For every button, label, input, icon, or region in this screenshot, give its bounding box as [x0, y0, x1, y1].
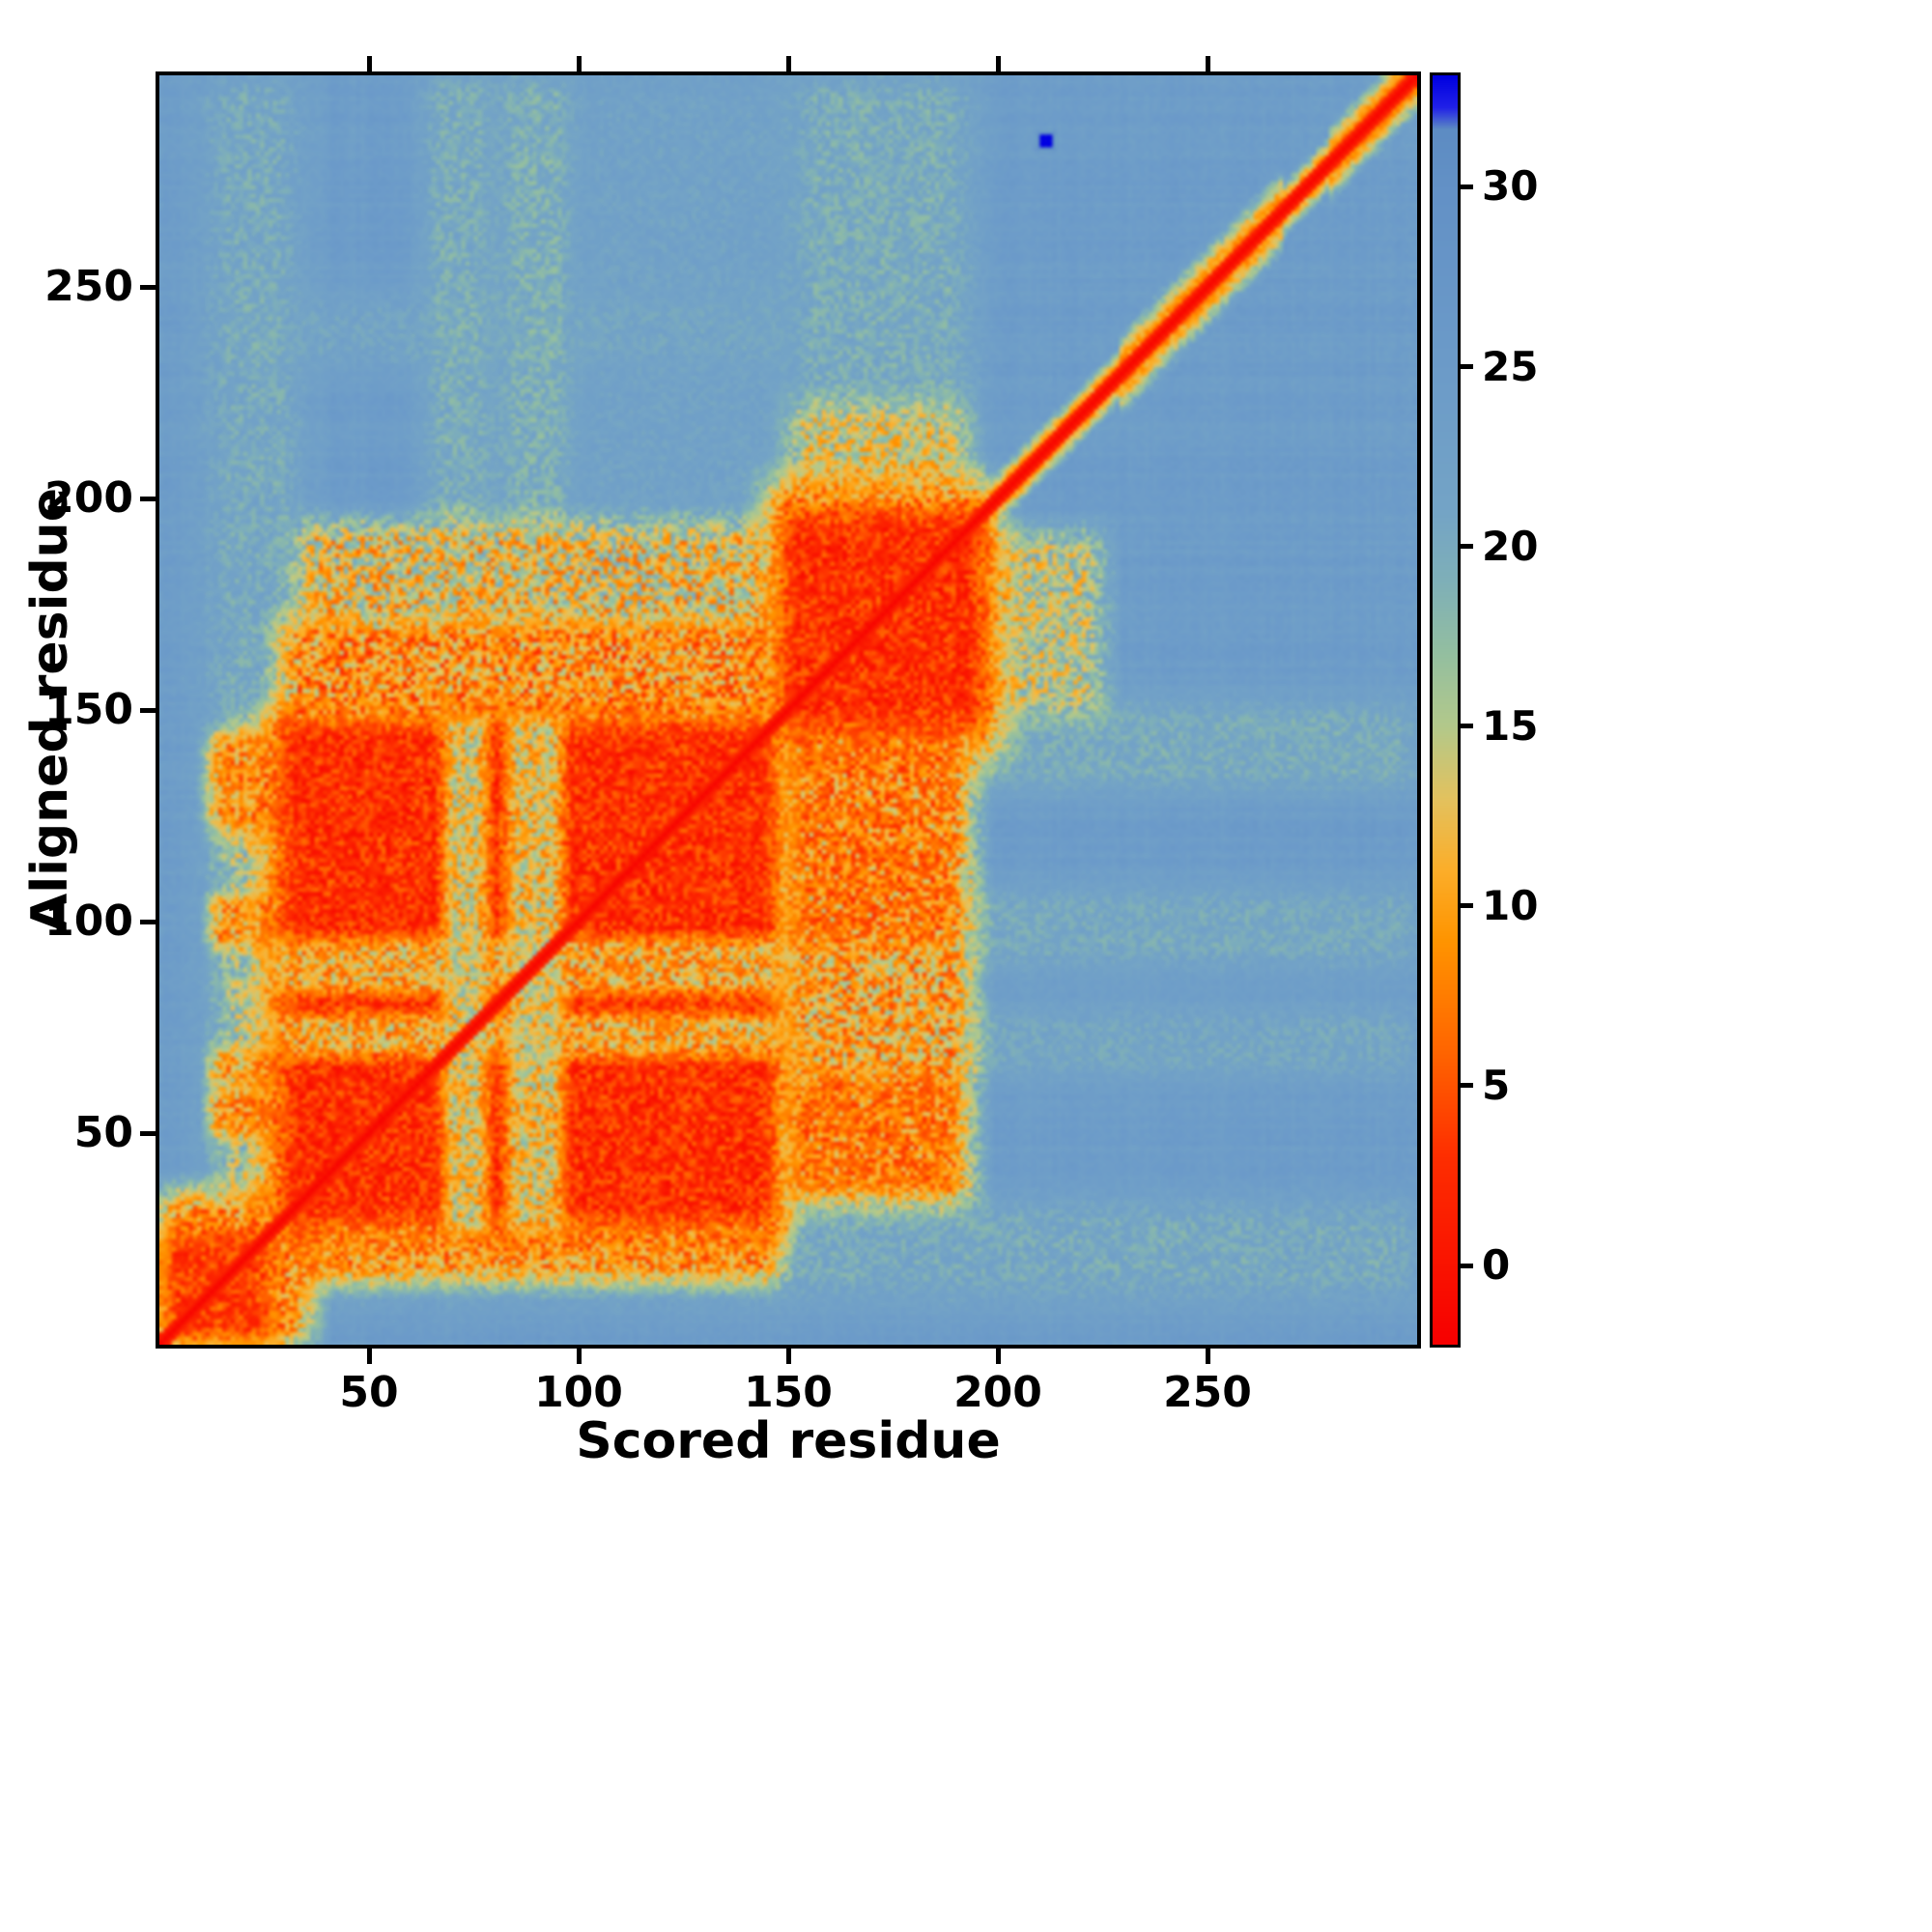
y-tick-mark — [140, 1130, 156, 1136]
colorbar-tick-mark — [1461, 903, 1473, 909]
colorbar-tick-label: 5 — [1482, 1061, 1511, 1109]
colorbar-tick-mark — [1461, 184, 1473, 189]
x-tick-mark — [995, 1349, 1001, 1364]
x-tick-label: 100 — [534, 1368, 623, 1417]
colorbar-tick-label: 25 — [1482, 342, 1539, 390]
plot-frame — [156, 71, 1421, 1349]
x-tick-mark — [1205, 1349, 1210, 1364]
colorbar-tick-label: 10 — [1482, 881, 1539, 929]
x-tick-label: 200 — [953, 1368, 1042, 1417]
y-tick-mark — [140, 496, 156, 501]
x-tick-mark — [366, 1349, 372, 1364]
x-tick-mark-top — [1205, 56, 1210, 71]
y-tick-mark — [140, 284, 156, 290]
x-axis-title: Scored residue — [576, 1412, 1001, 1470]
x-tick-mark-top — [995, 56, 1001, 71]
x-tick-mark-top — [576, 56, 582, 71]
colorbar-tick-mark — [1461, 1263, 1473, 1268]
colorbar-canvas — [1433, 75, 1458, 1345]
colorbar-tick-mark — [1461, 544, 1473, 550]
y-tick-label: 150 — [44, 685, 133, 734]
colorbar-tick-mark — [1461, 1083, 1473, 1089]
x-tick-mark-top — [785, 56, 791, 71]
colorbar-tick-label: 0 — [1482, 1241, 1511, 1290]
x-tick-mark — [785, 1349, 791, 1364]
x-tick-label: 150 — [744, 1368, 833, 1417]
x-tick-label: 50 — [339, 1368, 399, 1417]
y-axis-title: Aligned residue — [21, 488, 79, 932]
y-tick-label: 200 — [44, 473, 133, 523]
y-tick-label: 250 — [44, 262, 133, 311]
heatmap-canvas — [159, 75, 1417, 1345]
colorbar-tick-mark — [1461, 364, 1473, 369]
y-tick-mark — [140, 707, 156, 713]
x-tick-label: 250 — [1163, 1368, 1252, 1417]
colorbar-tick-label: 15 — [1482, 701, 1539, 750]
colorbar-tick-label: 30 — [1482, 162, 1539, 211]
y-tick-label: 50 — [73, 1108, 133, 1157]
colorbar-tick-label: 20 — [1482, 522, 1539, 570]
y-tick-mark — [140, 919, 156, 924]
x-tick-mark — [576, 1349, 582, 1364]
y-tick-label: 100 — [44, 896, 133, 946]
colorbar-frame — [1430, 72, 1461, 1348]
x-tick-mark-top — [366, 56, 372, 71]
colorbar-tick-mark — [1461, 724, 1473, 729]
